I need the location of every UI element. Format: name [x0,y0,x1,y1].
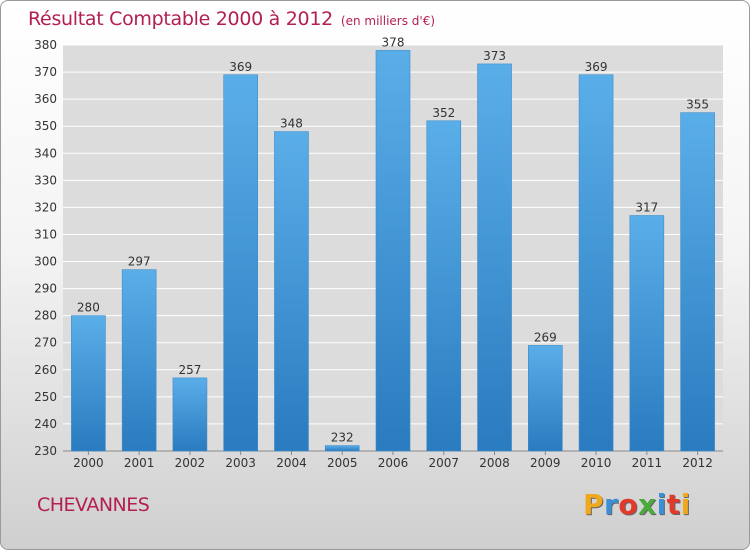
x-tick-label-2002: 2002 [175,456,206,470]
x-tick-label-2007: 2007 [428,456,459,470]
y-tick-label: 240 [34,417,57,431]
value-label-2009: 269 [534,330,557,344]
y-tick-label: 260 [34,363,57,377]
y-tick-label: 280 [34,309,57,323]
value-label-2006: 378 [382,35,405,49]
y-tick-label: 370 [34,65,57,79]
y-tick-label: 250 [34,390,57,404]
bar-2009 [528,345,563,452]
town-name: CHEVANNES [37,494,150,516]
value-label-2008: 373 [483,49,506,63]
x-tick-label-2010: 2010 [581,456,612,470]
x-tick-label-2012: 2012 [682,456,713,470]
bar-2001 [121,269,157,452]
value-label-2002: 257 [178,363,201,377]
bar-2010 [578,74,614,452]
logo-letter: t [666,488,681,521]
y-tick-label: 350 [34,119,57,133]
bar-2000 [71,315,106,452]
bar-2002 [172,377,208,452]
x-tick-label-2003: 2003 [225,456,256,470]
y-tick-label: 300 [34,255,57,269]
x-tick-label-2011: 2011 [632,456,663,470]
y-tick-label: 360 [34,92,57,106]
x-tick-label-2006: 2006 [378,456,409,470]
x-tick-label-2004: 2004 [276,456,307,470]
bar-2008 [477,63,512,452]
chart-title-text: Résultat Comptable 2000 à 2012 [28,8,333,30]
y-tick-label: 310 [34,227,57,241]
x-tick-label-2000: 2000 [73,456,104,470]
chart-title: Résultat Comptable 2000 à 2012 (en millie… [28,8,435,30]
value-label-2000: 280 [77,301,100,315]
logo-letter: o [618,488,639,521]
value-label-2007: 352 [432,106,455,120]
bar-2006 [375,50,411,452]
bar-2003 [223,74,258,452]
logo-letter: r [604,488,619,521]
y-tick-label: 320 [34,200,57,214]
value-label-2004: 348 [280,117,303,131]
y-tick-label: 230 [34,444,57,458]
bar-2005 [324,445,360,452]
value-label-2011: 317 [635,201,658,215]
y-tick-label: 330 [34,173,57,187]
value-label-2010: 369 [585,60,608,74]
x-tick-label-2009: 2009 [530,456,561,470]
logo-letter: i [680,488,691,521]
value-label-2001: 297 [128,255,151,269]
value-label-2012: 355 [686,98,709,112]
logo-letter: x [638,488,657,521]
bar-2004 [274,131,309,452]
logo-letter: i [656,488,667,521]
chart-subtitle: (en milliers d'€) [340,14,436,28]
value-label-2005: 232 [331,431,354,445]
bar-2011 [629,215,665,452]
bar-2007 [426,120,462,452]
y-tick-label: 270 [34,336,57,350]
y-tick-label: 290 [34,282,57,296]
bar-2012 [680,112,715,452]
proxiti-logo: Proxiti [583,488,691,521]
logo-letter: P [583,488,605,521]
y-tick-label: 380 [34,38,57,52]
x-tick-label-2008: 2008 [479,456,510,470]
y-tick-label: 340 [34,146,57,160]
value-label-2003: 369 [229,60,252,74]
x-tick-label-2001: 2001 [124,456,155,470]
x-tick-label-2005: 2005 [327,456,358,470]
